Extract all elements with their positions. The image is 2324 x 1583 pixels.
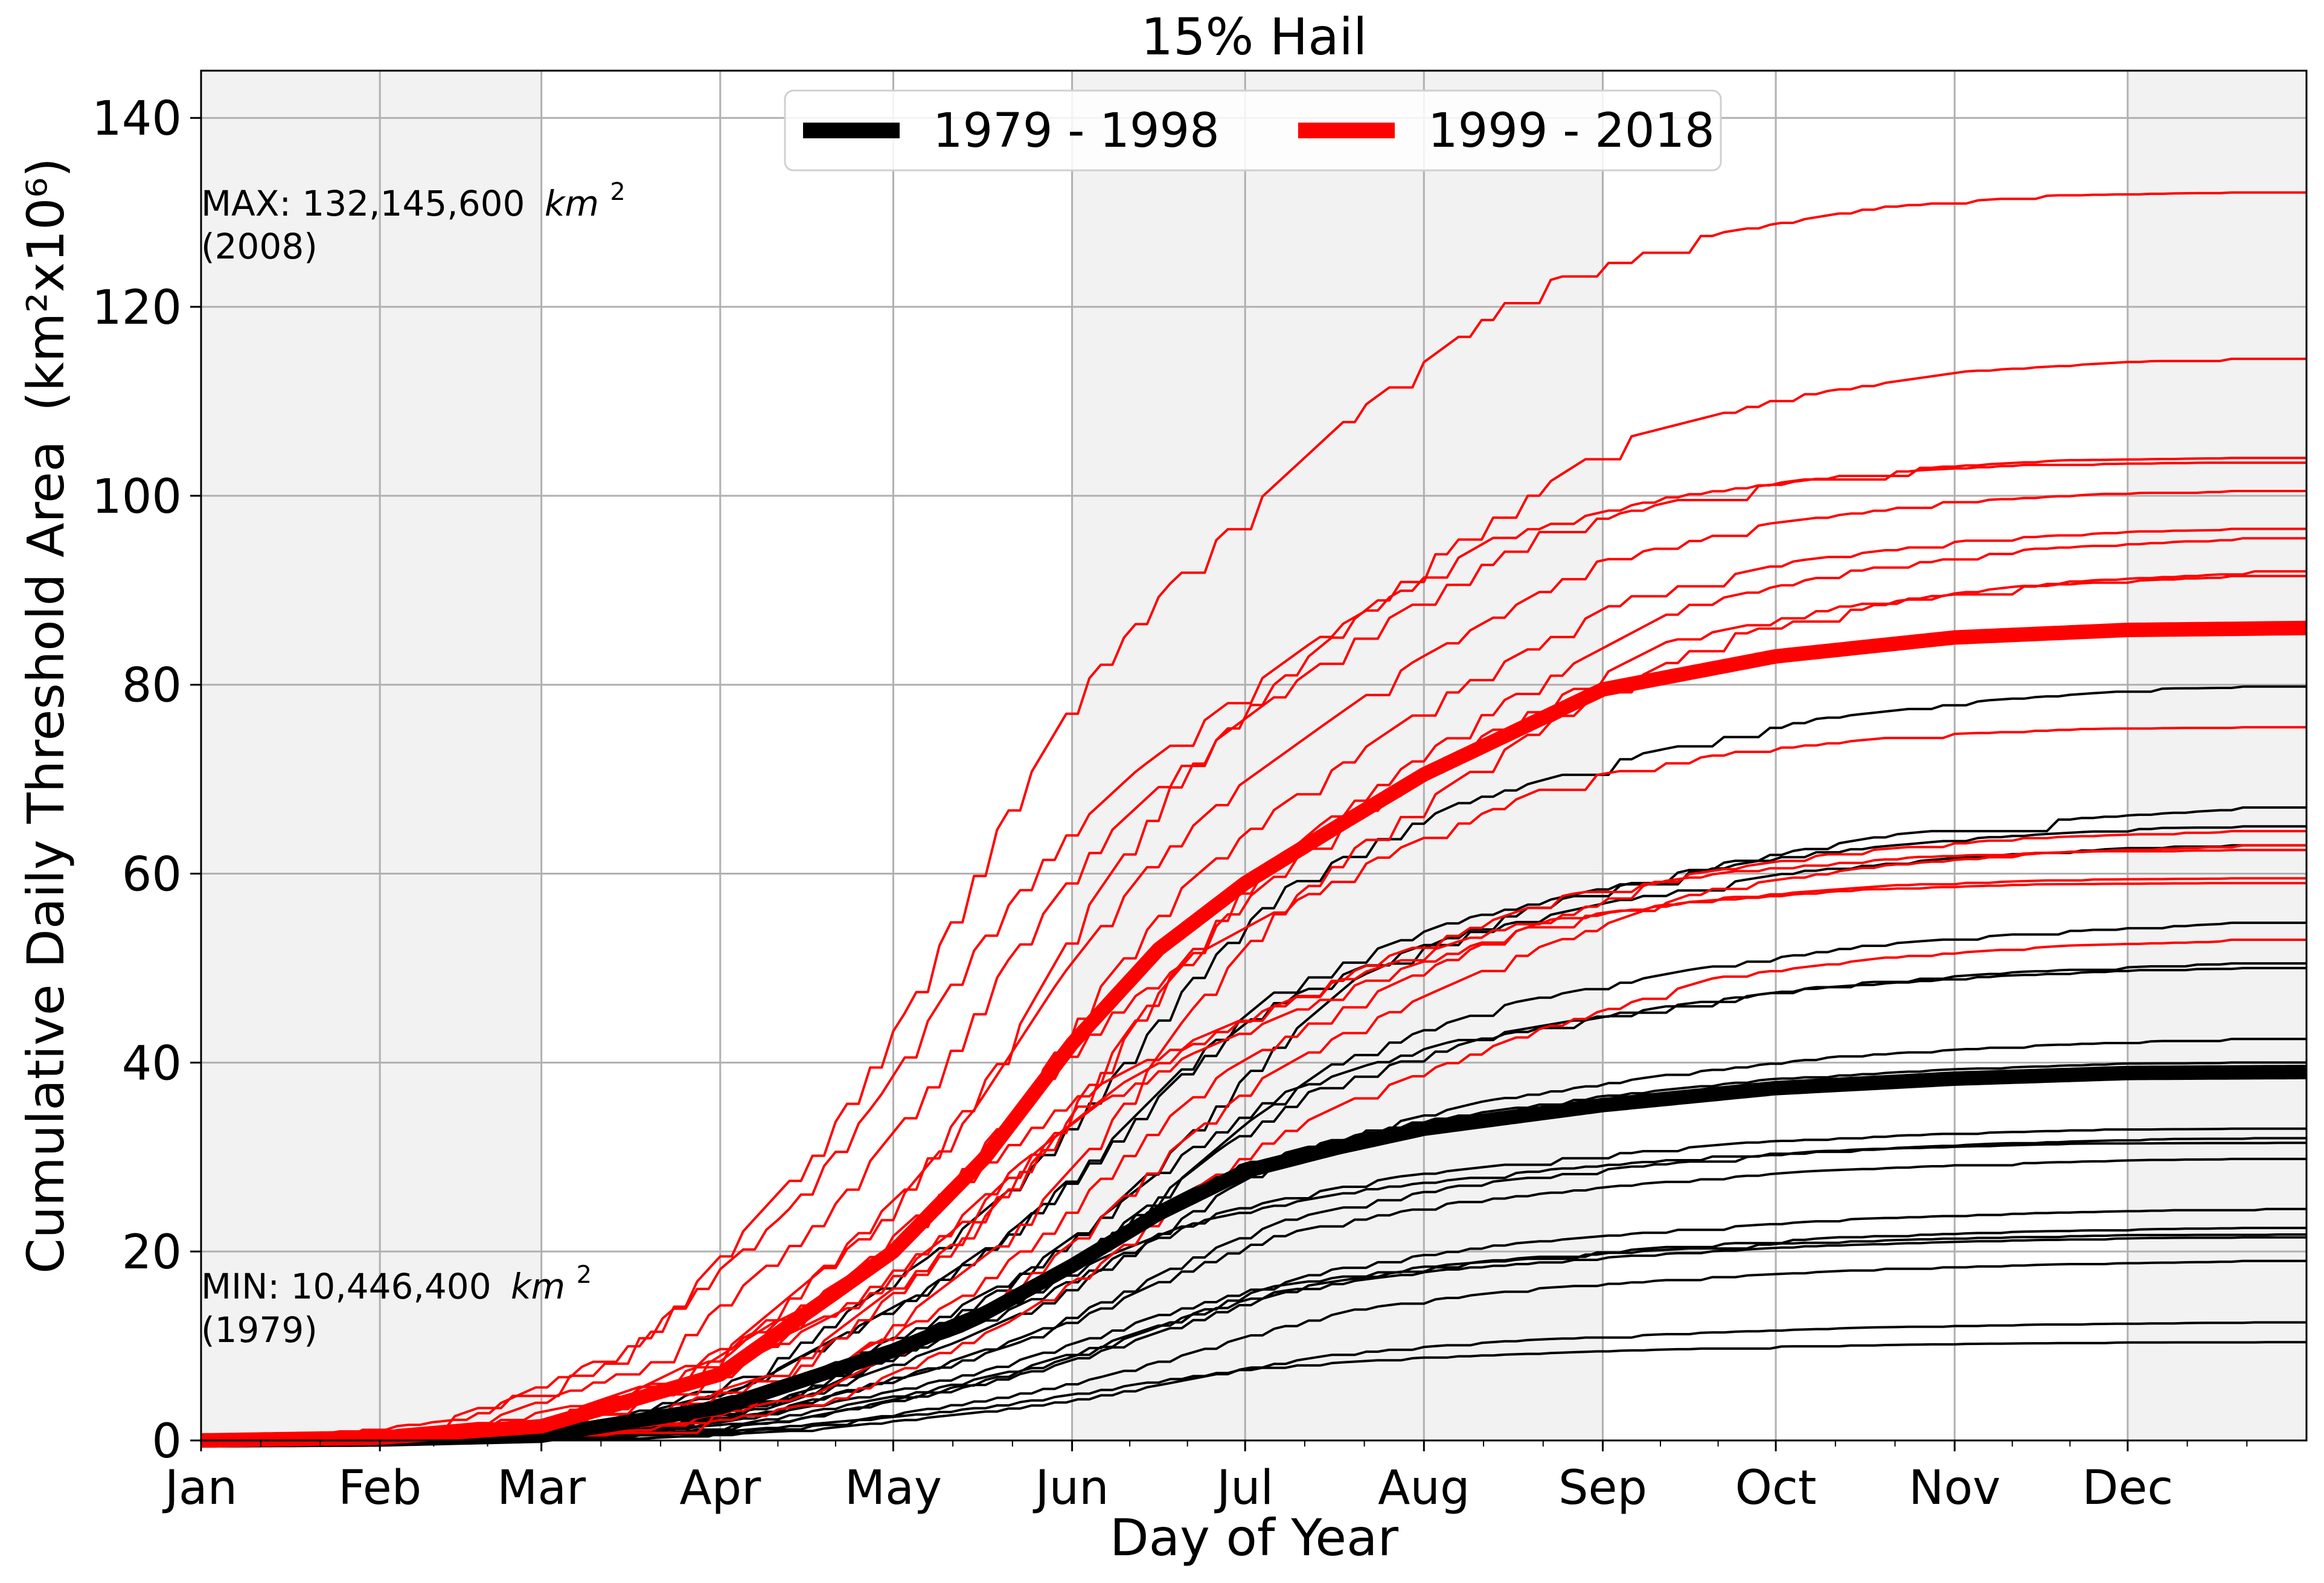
mean-line-1999-2018	[199, 620, 2308, 1448]
x-tick-label: Mar	[497, 1461, 586, 1515]
max-annotation-sup: 2	[610, 178, 625, 206]
max-annotation-year: (2008)	[201, 226, 318, 267]
y-tick-label: 140	[92, 92, 182, 146]
member-line-late	[200, 457, 2306, 1440]
x-tick-label: Jun	[1032, 1461, 1109, 1515]
y-axis-title: Cumulative Daily Threshold Area	[16, 441, 75, 1274]
month-band-jan	[201, 71, 380, 1440]
y-tick-label: 100	[92, 470, 182, 524]
min-annotation-year: (1979)	[201, 1309, 318, 1350]
min-annotation-unit: km	[511, 1266, 565, 1307]
mean-lines	[199, 620, 2308, 1448]
x-axis-title: Day of Year	[1110, 1508, 1399, 1567]
y-axis-title-group: Cumulative Daily Threshold Area (km²x10⁶…	[16, 158, 75, 1274]
chart-title: 15% Hail	[1141, 7, 1368, 66]
x-tick-label: Jul	[1214, 1461, 1273, 1515]
month-band-oct	[1776, 71, 1955, 1440]
member-line-late	[201, 882, 2306, 1442]
x-tick-label: Nov	[1909, 1461, 2000, 1515]
y-axis-unit: (km²x10⁶)	[16, 158, 75, 411]
x-ticks: Jan Feb Mar Apr May Jun Jul Aug Sep Oct Nov Dec	[162, 1440, 2248, 1515]
month-band-sep	[1602, 71, 1776, 1440]
month-band-mar	[541, 71, 720, 1440]
x-tick-label: Dec	[2082, 1461, 2173, 1515]
min-annotation-sup: 2	[577, 1261, 592, 1289]
y-tick-label: 40	[122, 1036, 182, 1091]
x-tick-label: Sep	[1558, 1461, 1647, 1515]
min-annotation: MIN: 10,446,400 km 2 (1979)	[201, 1261, 592, 1350]
x-tick-label: Apr	[679, 1461, 761, 1515]
y-tick-label: 0	[152, 1414, 182, 1469]
max-annotation: MAX: 132,145,600 km 2 (2008)	[201, 178, 626, 267]
grid	[200, 71, 2306, 1442]
y-tick-label: 20	[122, 1225, 182, 1280]
month-band-dec	[2127, 71, 2306, 1440]
month-band-feb	[380, 71, 542, 1440]
svg-text:MIN: 10,446,400 km: MIN: 10,446,400 km 2	[201, 1261, 592, 1307]
mean-line-1979-1998	[199, 1065, 2308, 1448]
legend-box	[784, 89, 1722, 172]
legend-label-1999-2018: 1999 - 2018	[1428, 104, 1715, 158]
y-ticks: 0 20 40 60 80 100 120 140	[92, 92, 201, 1469]
x-tick-label: Jan	[162, 1461, 237, 1515]
x-tick-label: May	[845, 1461, 942, 1515]
svg-text:Cumulative Daily Threshold Are: Cumulative Daily Threshold Area (km²x10⁶…	[16, 158, 75, 1274]
member-line-late	[201, 191, 2306, 1440]
y-tick-label: 120	[92, 281, 182, 335]
member-line-late	[201, 461, 2306, 1442]
svg-text:MAX: 132,145,600 km: MAX: 132,145,600 km 2	[201, 178, 626, 224]
x-tick-label: Oct	[1735, 1461, 1817, 1515]
min-annotation-value: MIN: 10,446,400	[201, 1266, 491, 1307]
y-tick-label: 60	[122, 848, 182, 902]
legend: 1979 - 1998 1999 - 2018	[784, 89, 1722, 172]
month-band-jul	[1245, 71, 1424, 1440]
x-tick-label: Aug	[1378, 1461, 1470, 1515]
max-annotation-unit: km	[545, 183, 599, 224]
x-tick-label: Feb	[338, 1461, 421, 1515]
y-tick-label: 80	[122, 659, 182, 713]
max-annotation-value: MAX: 132,145,600	[201, 183, 525, 224]
month-band-apr	[720, 71, 894, 1440]
legend-label-1979-1998: 1979 - 1998	[933, 104, 1220, 158]
plot-frame	[200, 69, 2308, 1442]
